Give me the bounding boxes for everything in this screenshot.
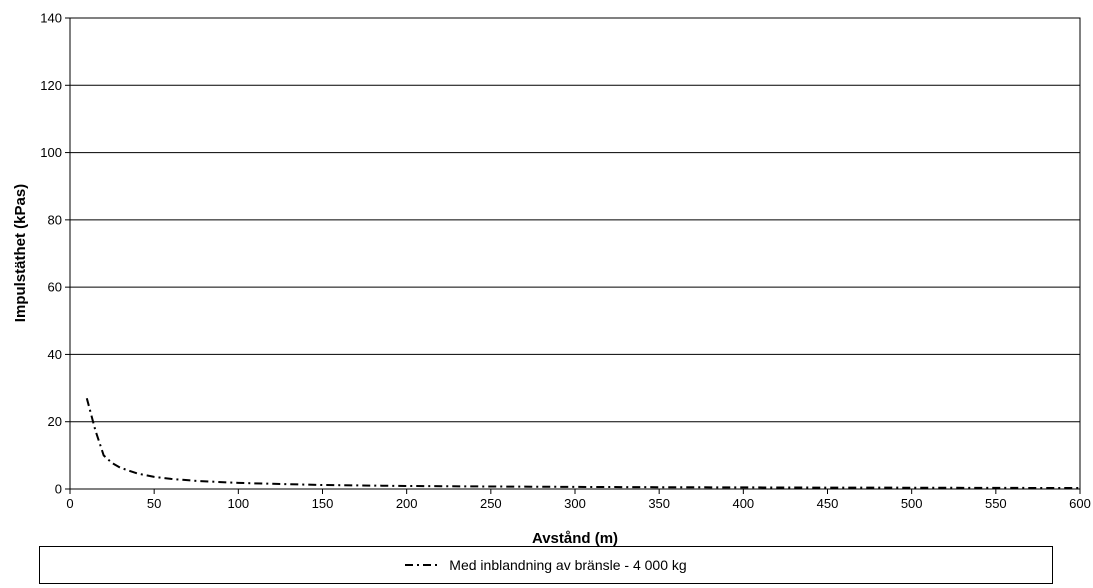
legend-label: Med inblandning av bränsle - 4 000 kg [449,557,687,573]
x-axis-ticks: 0 50 100 150 200 250 300 350 400 450 500 550 600 [66,489,1091,511]
x-tick-label: 500 [901,496,923,511]
x-tick-label: 200 [396,496,418,511]
x-tick-label: 100 [227,496,249,511]
series-layer [85,397,1081,489]
x-tick-label: 300 [564,496,586,511]
legend-swatch [405,564,442,566]
legend: Med inblandning av bränsle - 4 000 kg [39,546,1053,584]
y-tick-label: 100 [40,145,62,160]
y-tick-label: 0 [55,482,62,497]
y-tick-label: 40 [48,347,62,362]
y-axis-ticks: 0 20 40 60 80 100 120 140 [40,11,70,497]
y-tick-label: 60 [48,280,62,295]
plot-area [69,17,1081,490]
y-tick-label: 140 [40,11,62,26]
x-tick-label: 400 [732,496,754,511]
y-tick-label: 20 [48,414,62,429]
x-tick-label: 450 [817,496,839,511]
x-tick-label: 50 [147,496,161,511]
y-tick-label: 80 [48,212,62,227]
y-tick-label: 120 [40,78,62,93]
x-tick-label: 350 [648,496,670,511]
x-tick-label: 250 [480,496,502,511]
x-axis-title: Avstånd (m) [532,530,618,547]
y-axis-title: Impulstäthet (kPas) [12,184,29,322]
x-tick-label: 150 [312,496,334,511]
x-tick-label: 550 [985,496,1007,511]
x-tick-label: 600 [1069,496,1091,511]
x-tick-label: 0 [66,496,73,511]
series-line [85,397,1081,489]
gridlines [70,84,1080,423]
